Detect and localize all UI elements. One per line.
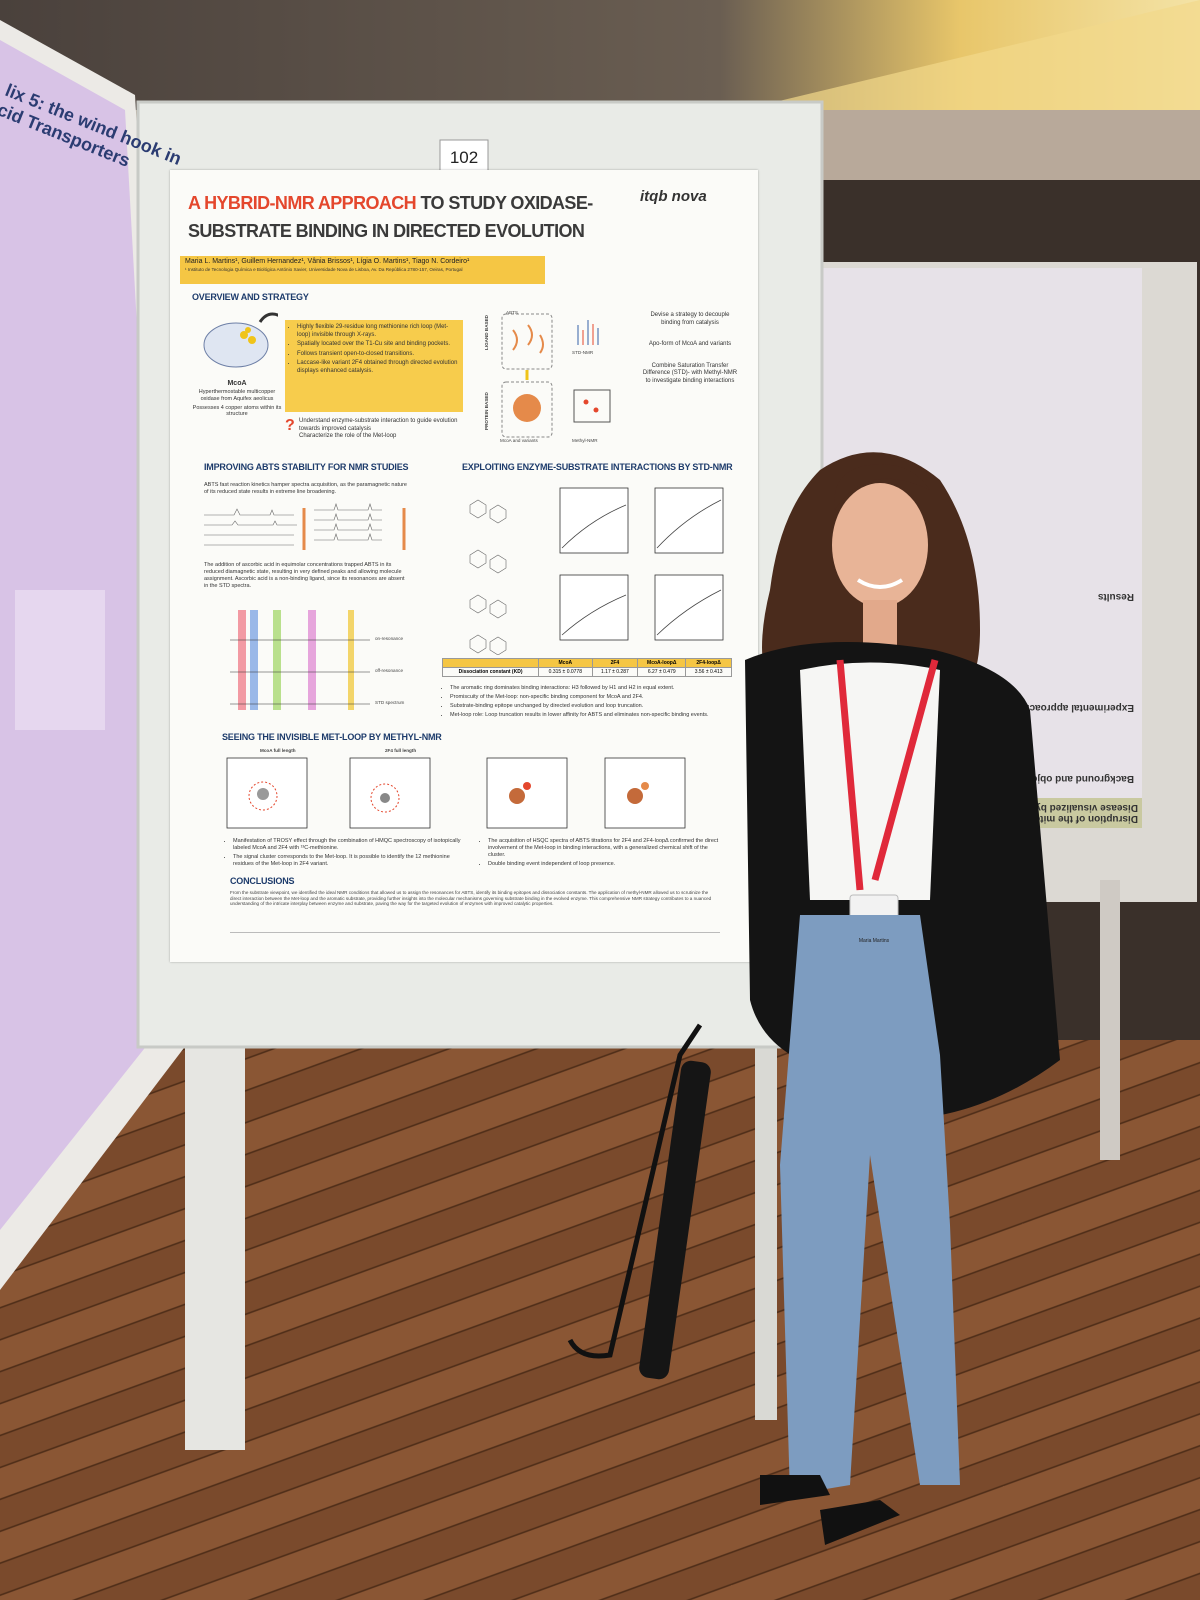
right-section: Background and objectives (1003, 773, 1134, 784)
strategy-step: Apo-form of McoA and variants (648, 341, 732, 347)
methyl-bullet: Double binding event independent of loop… (488, 861, 720, 868)
question: Understand enzyme-substrate interaction … (299, 418, 458, 432)
list: The aromatic ring dominates binding inte… (442, 685, 732, 719)
floor (0, 1040, 1200, 1600)
figure-label: ABTS (506, 310, 518, 315)
affiliation: ¹ Instituto de Tecnologia Química e Biol… (185, 267, 463, 272)
methyl-bullets: Manifestation of TROSY effect through th… (225, 838, 465, 870)
protein-info: McoA Hyperthermostable multicopper oxida… (192, 380, 282, 418)
list: The acquisition of HSQC spectra of ABTS … (480, 838, 720, 868)
spectrum-label: STD spectrum (375, 700, 405, 705)
board-number: 102 (450, 148, 478, 167)
authors: Maria L. Martins¹, Guillem Hernandez¹, V… (185, 258, 470, 265)
board-leg (185, 1040, 245, 1450)
right-poster: Disruption of the mitochondrial network … (822, 268, 1142, 828)
conclusions-text: From the substrate viewpoint, we identif… (230, 890, 712, 907)
std-bullets: The aromatic ring dominates binding inte… (442, 685, 732, 721)
overview-box: Highly flexible 29-residue long methioni… (285, 320, 463, 412)
std-bullet: The aromatic ring dominates binding inte… (450, 685, 732, 692)
right-subtitle: Disease visualized by in-tissue multisca… (846, 802, 1138, 813)
spectrum-label: on-resonance (375, 636, 404, 641)
title-highlight: A HYBRID-NMR APPROACH (188, 193, 417, 213)
strategy-text: Devise a strategy to decouple binding fr… (640, 312, 740, 399)
right-section: Experimental approach (1023, 702, 1134, 713)
protein-name: McoA (227, 380, 247, 387)
figure-label: STD-NMR (572, 350, 594, 355)
overview-bullet: Highly flexible 29-residue long methioni… (297, 324, 459, 339)
std-bullet: Promiscuity of the Met-loop: non-specifi… (450, 694, 732, 701)
logo: itqb nova (640, 188, 707, 205)
panel-title: 2F4 full length (385, 748, 417, 753)
section-heading: CONCLUSIONS (230, 876, 295, 886)
strategy-label: PROTEIN BASED (484, 392, 489, 430)
kd-value: 1.17 ± 0.287 (591, 667, 639, 677)
kd-column: 2F4 (591, 658, 639, 668)
right-leg (1100, 880, 1120, 1160)
protein-figure (203, 312, 278, 368)
list: Devise a strategy to decouple binding fr… (640, 312, 740, 385)
list: Highly flexible 29-residue long methioni… (289, 324, 459, 375)
strategy-diagram (501, 313, 611, 438)
methyl-bullet: Manifestation of TROSY effect through th… (233, 838, 465, 852)
methyl-bullet: The signal cluster corresponds to the Me… (233, 854, 465, 868)
badge-name: Maria Martins (858, 938, 890, 944)
abts-paragraph: The addition of ascorbic acid in equimol… (204, 562, 405, 589)
panel-title: McoA full length (260, 748, 296, 753)
poster: A HYBRID-NMR APPROACH TO STUDY OXIDASE-S… (170, 170, 758, 962)
spectrum-label: off-resonance (375, 668, 404, 673)
abts-paragraph: ABTS fast reaction kinetics hamper spect… (204, 482, 407, 495)
footer (230, 932, 720, 947)
poster-title: A HYBRID-NMR APPROACH TO STUDY OXIDASE-S… (188, 190, 618, 246)
kd-table: McoA 2F4 McoA-loopΔ 2F4-loopΔ Dissociati… (441, 658, 732, 677)
section-heading: OVERVIEW AND STRATEGY (192, 292, 309, 302)
section-heading: EXPLOITING ENZYME-SUBSTRATE INTERACTIONS… (462, 462, 733, 472)
std-bullet: Substrate-binding epitope unchanged by d… (450, 703, 732, 710)
kd-header: Dissociation constant (KD) (441, 667, 540, 677)
std-bullet: Met-loop role: Loop truncation results i… (450, 712, 732, 719)
section-heading: SEEING THE INVISIBLE MET-LOOP BY METHYL-… (222, 732, 442, 742)
abts-spectra (204, 503, 406, 550)
strategy-step: Combine Saturation Transfer Difference (… (642, 362, 738, 384)
questions: ? Understand enzyme-substrate interactio… (285, 417, 479, 441)
right-poster-title: Disruption of the mitochondrial network … (822, 798, 1142, 828)
figure-label: Methyl-NMR (572, 438, 598, 443)
strategy-step: Devise a strategy to decouple binding fr… (650, 312, 730, 326)
figure-label: McoA and variants (500, 438, 538, 443)
methyl-spectra (226, 757, 686, 829)
section-heading: IMPROVING ABTS STABILITY FOR NMR STUDIES (204, 462, 409, 472)
kd-column: McoA (538, 658, 593, 668)
board-leg (755, 1040, 777, 1420)
std-figure (469, 487, 724, 655)
overview-bullet: Laccase-like variant 2F4 obtained throug… (297, 360, 459, 375)
question: Characterize the role of the Met-loop (299, 433, 397, 439)
strategy-label: LIGAND BASED (484, 315, 489, 350)
kd-value: 0.315 ± 0.0778 (538, 667, 593, 677)
methyl-bullets: The acquisition of HSQC spectra of ABTS … (480, 838, 720, 870)
kd-value: 6.27 ± 0.479 (637, 667, 687, 677)
list: Manifestation of TROSY effect through th… (225, 838, 465, 868)
right-section: Results (1097, 591, 1134, 602)
right-title: Disruption of the mitochondrial network … (832, 813, 1138, 824)
left-figure (15, 590, 105, 730)
std-spectra (230, 610, 370, 710)
strategy-figure: LIGAND BASED PROTEIN BASED ABTS STD-NMR … (484, 310, 628, 443)
kd-column: 2F4-loopΔ (685, 658, 732, 668)
overview-bullet: Spatially located over the T1-Cu site an… (297, 341, 459, 349)
kd-column: McoA-loopΔ (637, 658, 687, 668)
protein-description: Hyperthermostable multicopper oxidase fr… (198, 388, 276, 402)
kd-value: 3.56 ± 0.413 (685, 667, 732, 677)
overview-bullet: Follows transient open-to-closed transit… (297, 351, 459, 359)
author-bar: Maria L. Martins¹, Guillem Hernandez¹, V… (180, 256, 545, 284)
title-rest: TO STUDY OXIDASE-SUBSTRATE BINDING IN DI… (188, 193, 593, 241)
list: Understand enzyme-substrate interaction … (299, 418, 479, 441)
methyl-bullet: The acquisition of HSQC spectra of ABTS … (488, 838, 720, 859)
protein-note: Possesses 4 copper atoms within its stru… (192, 404, 282, 418)
